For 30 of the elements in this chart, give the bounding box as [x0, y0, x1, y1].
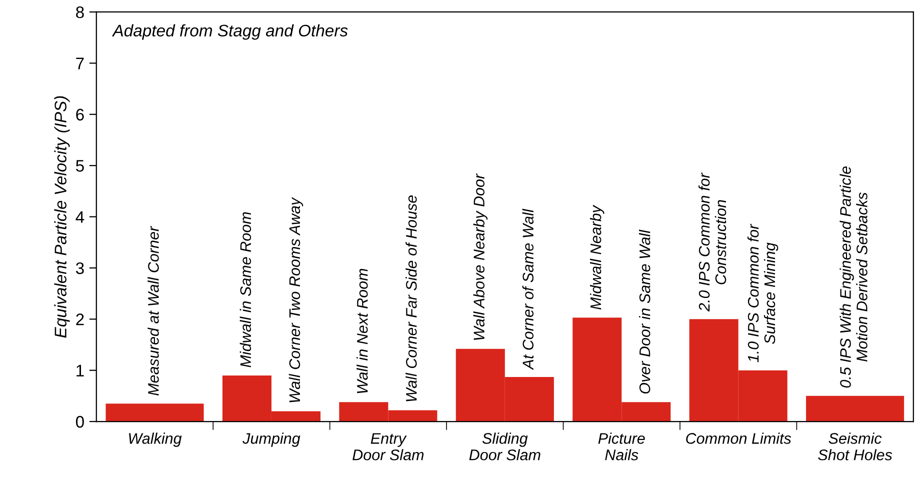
- x-tick-label: Common Limits: [686, 432, 792, 444]
- data-label: At Corner of Same Wall: [522, 208, 534, 370]
- x-tick-label: Seismic Shot Holes: [818, 432, 892, 460]
- data-label: Over Door in Same Wall: [639, 230, 650, 394]
- data-label: Wall Corner Two Rooms Away: [288, 197, 304, 402]
- data-label: Measured at Wall Corner: [148, 226, 159, 396]
- data-label: Wall in Next Room: [356, 268, 368, 394]
- y-tick-label: 5: [76, 160, 84, 172]
- data-label: 2.0 IPS Common for Construction: [698, 172, 726, 312]
- y-tick-label: 7: [76, 58, 84, 70]
- y-tick-label: 0: [76, 416, 84, 428]
- y-tick-label: 6: [76, 108, 84, 121]
- y-tick-label: 1: [76, 364, 84, 376]
- data-label: Wall Above Nearby Door: [473, 173, 488, 340]
- y-axis-title: Equivalent Particle Velocity (IPS): [54, 96, 70, 338]
- y-tick-label: 8: [76, 6, 84, 18]
- x-tick-label: Jumping: [242, 432, 300, 447]
- data-label: Wall Corner Far Side of House: [406, 195, 417, 402]
- data-label: 0.5 IPS With Engineered Particle Motion Derived Setbacks: [840, 166, 868, 388]
- y-tick-label: 2: [76, 314, 84, 326]
- x-tick-label: Walking: [129, 432, 182, 447]
- y-tick-label: 4: [76, 211, 84, 223]
- data-label: Midwall Nearby: [590, 204, 604, 310]
- annotation: Adapted from Stagg and Others: [112, 24, 348, 40]
- x-tick-label: Sliding Door Slam: [469, 432, 540, 460]
- y-tick-label: 3: [76, 262, 84, 274]
- x-tick-label: Picture Nails: [598, 432, 645, 460]
- data-label: Midwall in Same Room: [240, 212, 252, 368]
- x-tick-label: Entry Door Slam: [352, 433, 424, 460]
- data-label: 1.0 IPS Common for Surface Mining: [747, 224, 778, 362]
